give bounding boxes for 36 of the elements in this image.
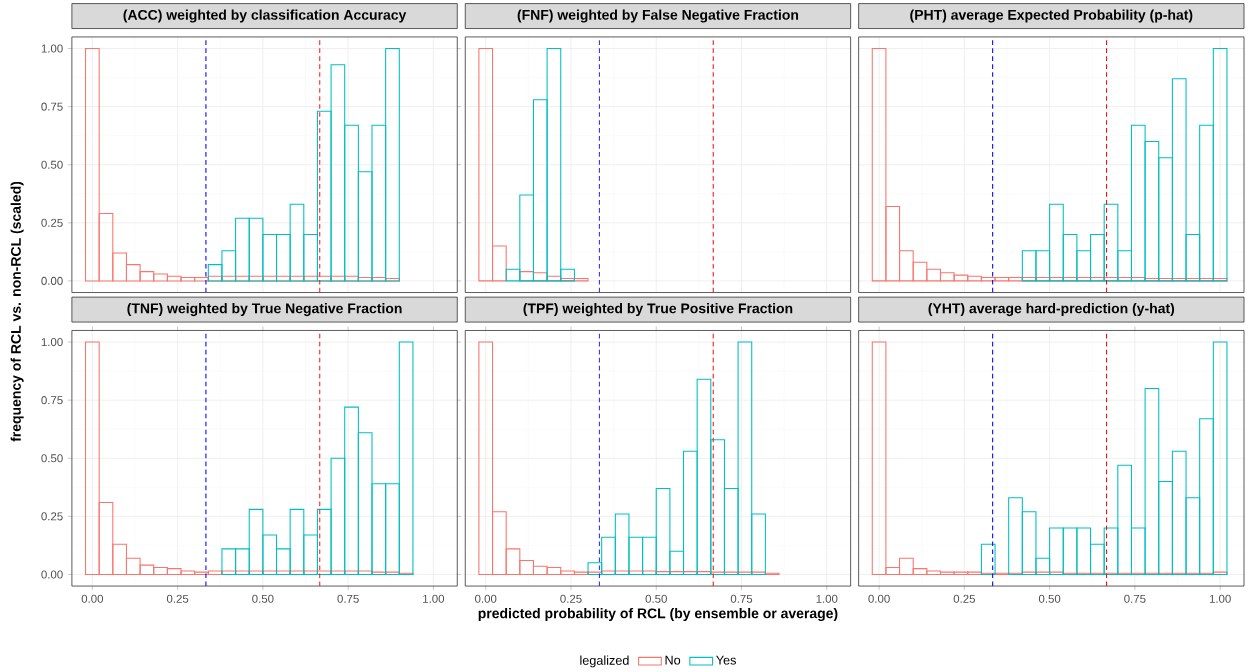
x-tick-label: 0.25 bbox=[166, 594, 189, 603]
x-tick-label: 0.25 bbox=[560, 594, 582, 603]
y-tick-label: 0.75 bbox=[41, 396, 63, 405]
x-tick-label: 0.75 bbox=[730, 594, 753, 603]
chart-title: (ACC) weighted by classification Accuracy bbox=[123, 9, 407, 23]
x-tick-label: 1.00 bbox=[423, 594, 445, 603]
x-tick-label: 0.00 bbox=[475, 594, 497, 603]
y-tick-label: 0.75 bbox=[41, 102, 63, 111]
x-tick-label: 0.00 bbox=[81, 594, 104, 603]
x-tick-label: 0.75 bbox=[1124, 594, 1146, 603]
y-tick-label: 0.25 bbox=[41, 218, 63, 227]
y-tick-label: 0.00 bbox=[41, 276, 63, 285]
chart-title: (FNF) weighted by False Negative Fraction bbox=[517, 9, 799, 23]
x-tick-label: 1.00 bbox=[816, 594, 838, 603]
y-tick-label: 1.00 bbox=[41, 338, 63, 347]
y-tick-label: 0.00 bbox=[41, 570, 63, 579]
x-tick-label: 0.25 bbox=[953, 594, 976, 603]
x-tick-label: 0.00 bbox=[868, 594, 890, 603]
y-tick-label: 1.00 bbox=[41, 44, 63, 53]
x-tick-label: 0.50 bbox=[252, 594, 274, 603]
y-tick-label: 0.50 bbox=[41, 454, 63, 463]
legend-title: legalized bbox=[580, 655, 629, 668]
x-tick-label: 1.00 bbox=[1209, 594, 1231, 603]
chart-title: (TNF) weighted by True Negative Fraction bbox=[127, 303, 402, 317]
x-axis-title: predicted probability of RCL (by ensemble or average) bbox=[478, 607, 838, 622]
y-tick-label: 0.25 bbox=[41, 512, 63, 521]
chart-title: (TPF) weighted by True Positive Fraction bbox=[523, 303, 793, 317]
chart-title: (YHT) average hard-prediction (y-hat) bbox=[928, 303, 1175, 317]
x-tick-label: 0.50 bbox=[645, 594, 667, 603]
x-tick-label: 0.75 bbox=[337, 594, 359, 603]
legend-label: No bbox=[665, 655, 681, 665]
y-axis-title: frequency of RCL vs. non-RCL (scaled) bbox=[10, 181, 24, 442]
y-tick-label: 0.50 bbox=[41, 160, 63, 169]
chart-title: (PHT) average Expected Probability (p-hat) bbox=[910, 9, 1193, 23]
x-tick-label: 0.50 bbox=[1038, 594, 1061, 603]
legend-label: Yes bbox=[716, 655, 736, 665]
